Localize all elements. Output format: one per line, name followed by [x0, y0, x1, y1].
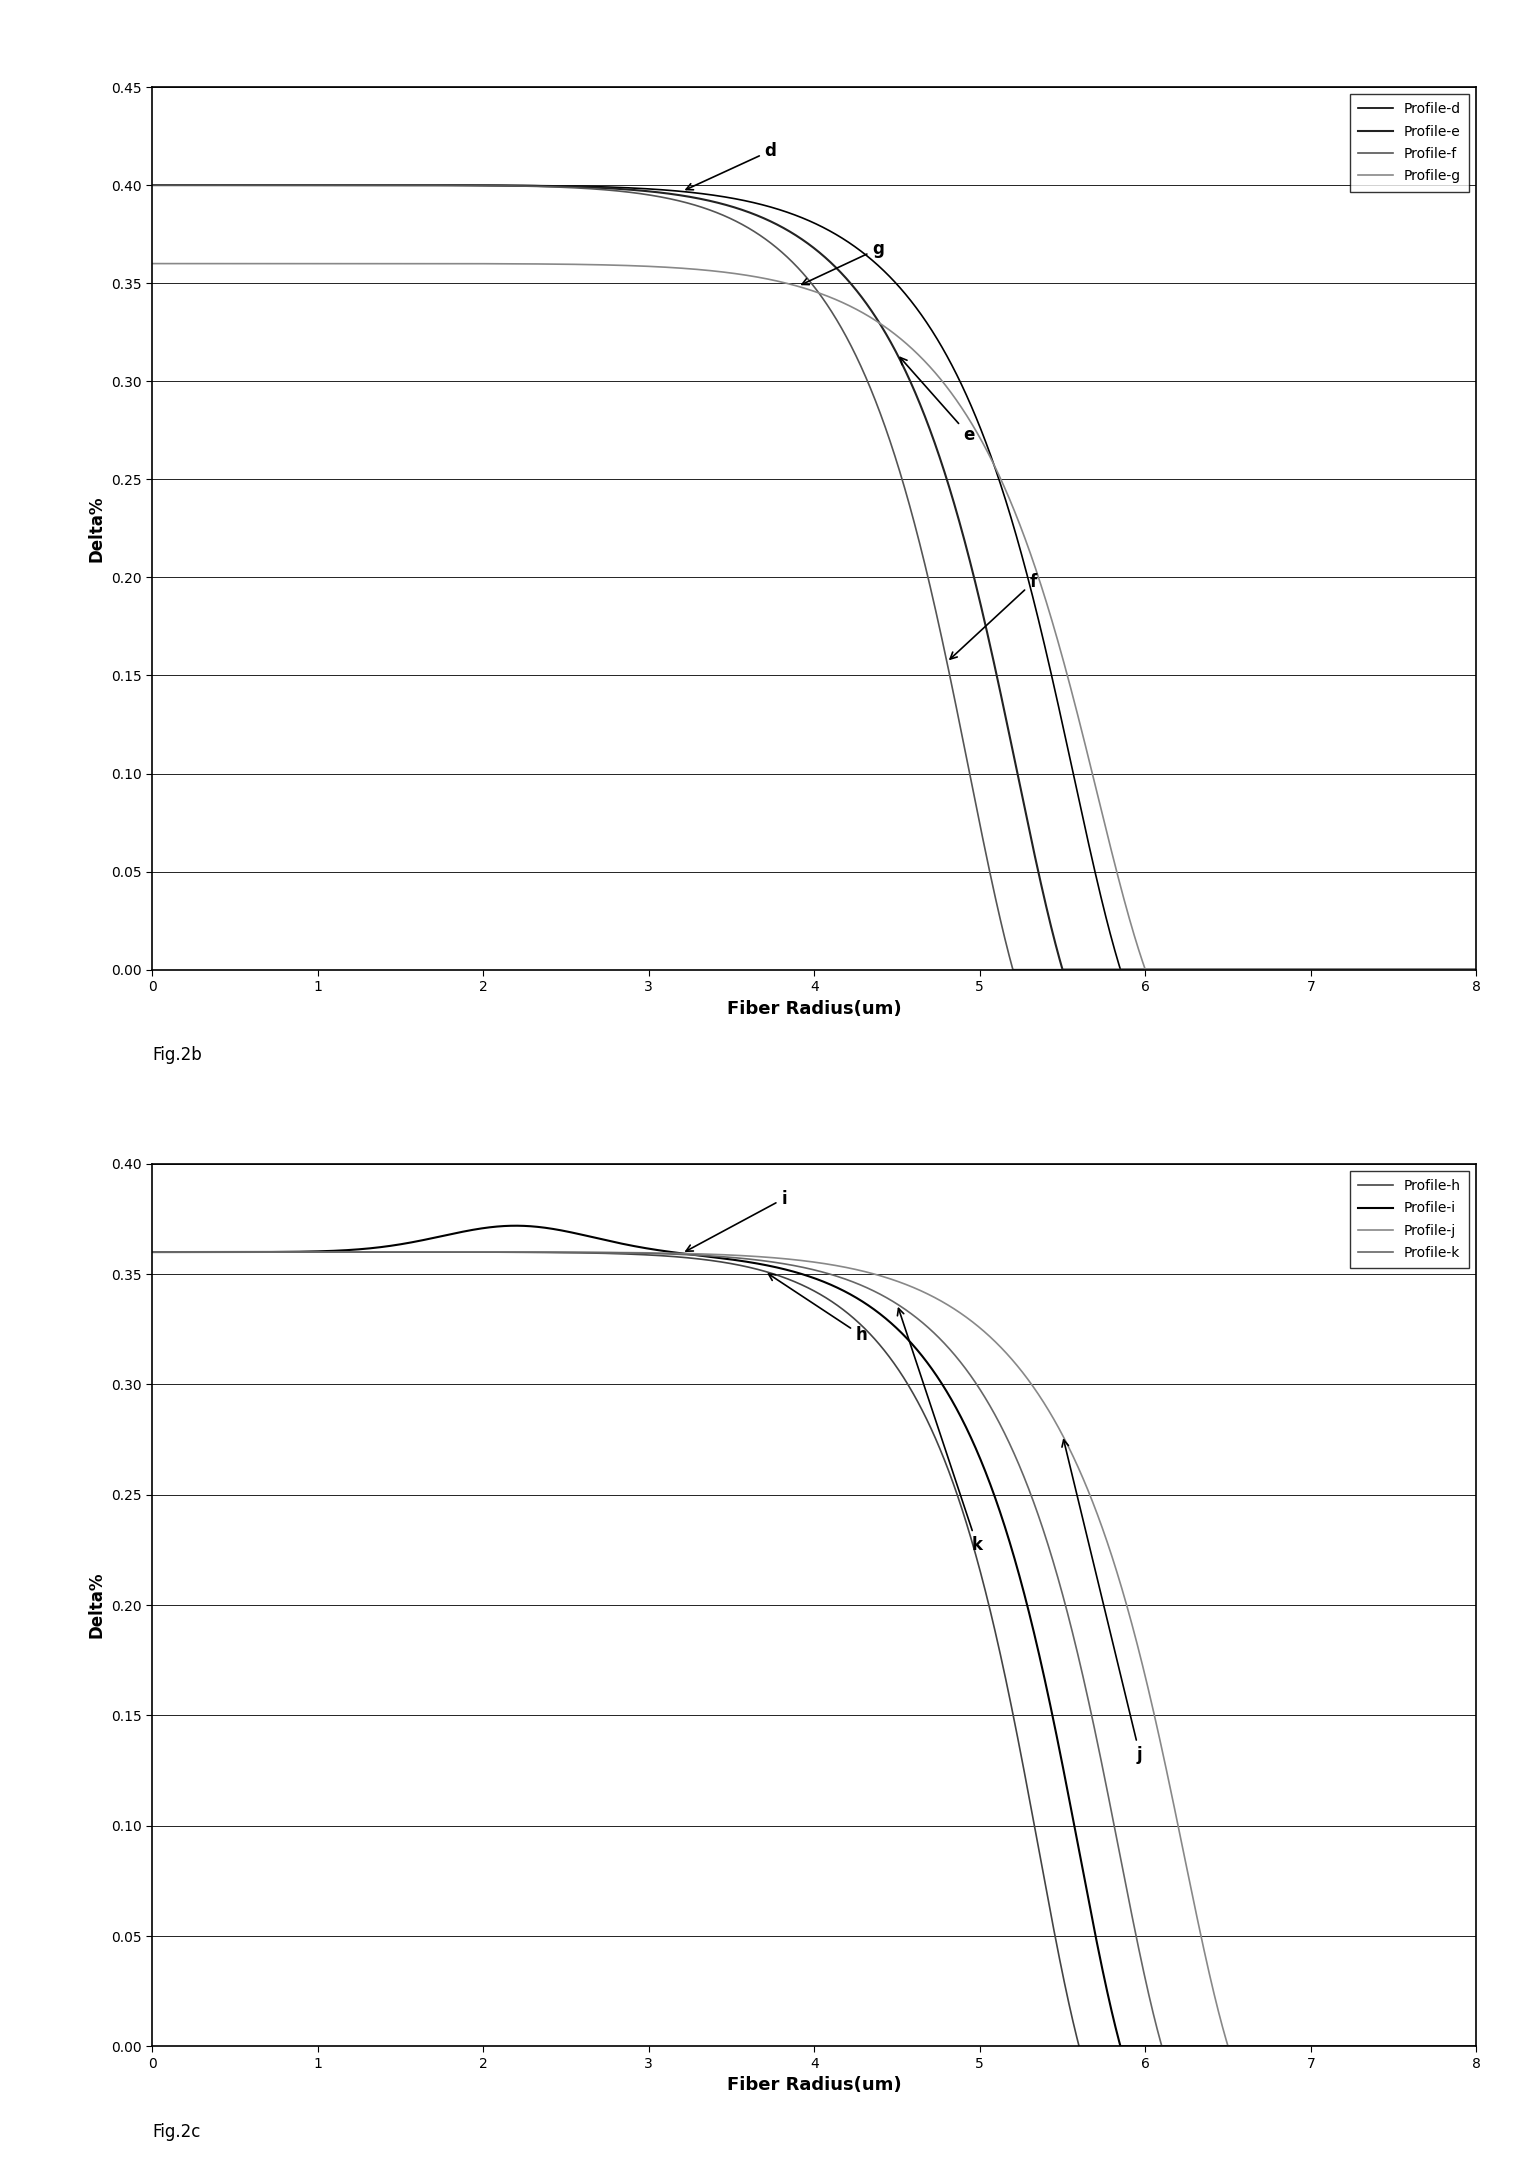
Line: Profile-e: Profile-e	[152, 185, 1476, 969]
Profile-j	[1219, 2033, 1237, 2059]
Profile-d	[294, 172, 312, 198]
Profile-j	[708, 1241, 726, 1267]
Line: Profile-d: Profile-d	[152, 185, 1476, 969]
Profile-i	[651, 1237, 670, 1263]
Profile-f	[651, 183, 670, 209]
Y-axis label: Delta%: Delta%	[87, 1572, 105, 1639]
Profile-g	[1441, 956, 1460, 982]
Profile-e	[143, 172, 161, 198]
Profile-f	[1005, 956, 1023, 982]
Profile-i	[373, 1234, 391, 1260]
Line: Profile-f: Profile-f	[152, 185, 1476, 969]
Profile-h	[294, 1239, 312, 1265]
Profile-f	[294, 172, 312, 198]
Profile-g	[1298, 956, 1317, 982]
Profile-e	[708, 189, 726, 216]
Profile-k	[1298, 2033, 1317, 2059]
Profile-e	[1441, 956, 1460, 982]
Profile-d	[708, 183, 726, 209]
Line: Profile-i: Profile-i	[152, 1226, 1476, 2046]
X-axis label: Fiber Radius(um): Fiber Radius(um)	[728, 2077, 901, 2094]
Text: e: e	[900, 357, 974, 444]
Profile-d	[1298, 956, 1317, 982]
Profile-k	[373, 1239, 391, 1265]
Text: h: h	[769, 1274, 868, 1345]
Text: i: i	[686, 1189, 787, 1252]
Profile-d	[1467, 956, 1485, 982]
Profile-k	[651, 1241, 670, 1267]
Profile-e	[1467, 956, 1485, 982]
Profile-j	[143, 1239, 161, 1265]
Profile-i	[1298, 2033, 1317, 2059]
Line: Profile-j: Profile-j	[152, 1252, 1476, 2046]
Text: j: j	[1062, 1439, 1143, 1763]
Profile-e	[373, 172, 391, 198]
Text: k: k	[898, 1308, 983, 1554]
Text: Fig.2c: Fig.2c	[152, 2123, 201, 2140]
Profile-h	[373, 1239, 391, 1265]
Profile-d	[1441, 956, 1460, 982]
Profile-k	[143, 1239, 161, 1265]
Line: Profile-h: Profile-h	[152, 1252, 1476, 2046]
Line: Profile-g: Profile-g	[152, 263, 1476, 969]
Profile-e	[294, 172, 312, 198]
Profile-e	[1298, 956, 1317, 982]
Profile-e	[651, 179, 670, 205]
Profile-j	[651, 1241, 670, 1267]
Profile-j	[373, 1239, 391, 1265]
Profile-i	[1467, 2033, 1485, 2059]
Profile-k	[294, 1239, 312, 1265]
Profile-d	[651, 176, 670, 202]
Profile-j	[294, 1239, 312, 1265]
Profile-g	[651, 255, 670, 281]
Profile-h	[1441, 2033, 1460, 2059]
Profile-j	[1467, 2033, 1485, 2059]
Profile-k	[708, 1243, 726, 1269]
Profile-j	[1298, 2033, 1317, 2059]
Profile-i	[507, 1213, 525, 1239]
Text: g: g	[802, 239, 884, 285]
Profile-h	[1298, 2033, 1317, 2059]
Profile-f	[1467, 956, 1485, 982]
Text: Fig.2b: Fig.2b	[152, 1045, 202, 1065]
Profile-g	[1137, 956, 1155, 982]
Profile-f	[143, 172, 161, 198]
Profile-k	[1152, 2033, 1170, 2059]
X-axis label: Fiber Radius(um): Fiber Radius(um)	[728, 999, 901, 1017]
Profile-f	[373, 172, 391, 198]
Profile-g	[1467, 956, 1485, 982]
Text: d: d	[686, 142, 776, 189]
Legend: Profile-d, Profile-e, Profile-f, Profile-g: Profile-d, Profile-e, Profile-f, Profile…	[1350, 94, 1469, 192]
Profile-i	[709, 1245, 728, 1271]
Profile-j	[1441, 2033, 1460, 2059]
Profile-g	[373, 250, 391, 276]
Line: Profile-k: Profile-k	[152, 1252, 1476, 2046]
Profile-g	[294, 250, 312, 276]
Y-axis label: Delta%: Delta%	[87, 494, 105, 562]
Profile-h	[1070, 2033, 1088, 2059]
Profile-f	[1298, 956, 1317, 982]
Profile-k	[1467, 2033, 1485, 2059]
Profile-d	[143, 172, 161, 198]
Profile-h	[651, 1243, 670, 1269]
Profile-i	[1441, 2033, 1460, 2059]
Profile-f	[1441, 956, 1460, 982]
Profile-g	[143, 250, 161, 276]
Legend: Profile-h, Profile-i, Profile-j, Profile-k: Profile-h, Profile-i, Profile-j, Profile…	[1350, 1171, 1469, 1269]
Profile-i	[294, 1239, 312, 1265]
Profile-e	[1053, 956, 1071, 982]
Profile-d	[373, 172, 391, 198]
Profile-k	[1441, 2033, 1460, 2059]
Profile-g	[708, 259, 726, 285]
Profile-h	[143, 1239, 161, 1265]
Profile-h	[1467, 2033, 1485, 2059]
Profile-i	[143, 1239, 161, 1265]
Text: f: f	[950, 573, 1036, 660]
Profile-f	[708, 200, 726, 226]
Profile-h	[708, 1247, 726, 1274]
Profile-d	[1111, 956, 1129, 982]
